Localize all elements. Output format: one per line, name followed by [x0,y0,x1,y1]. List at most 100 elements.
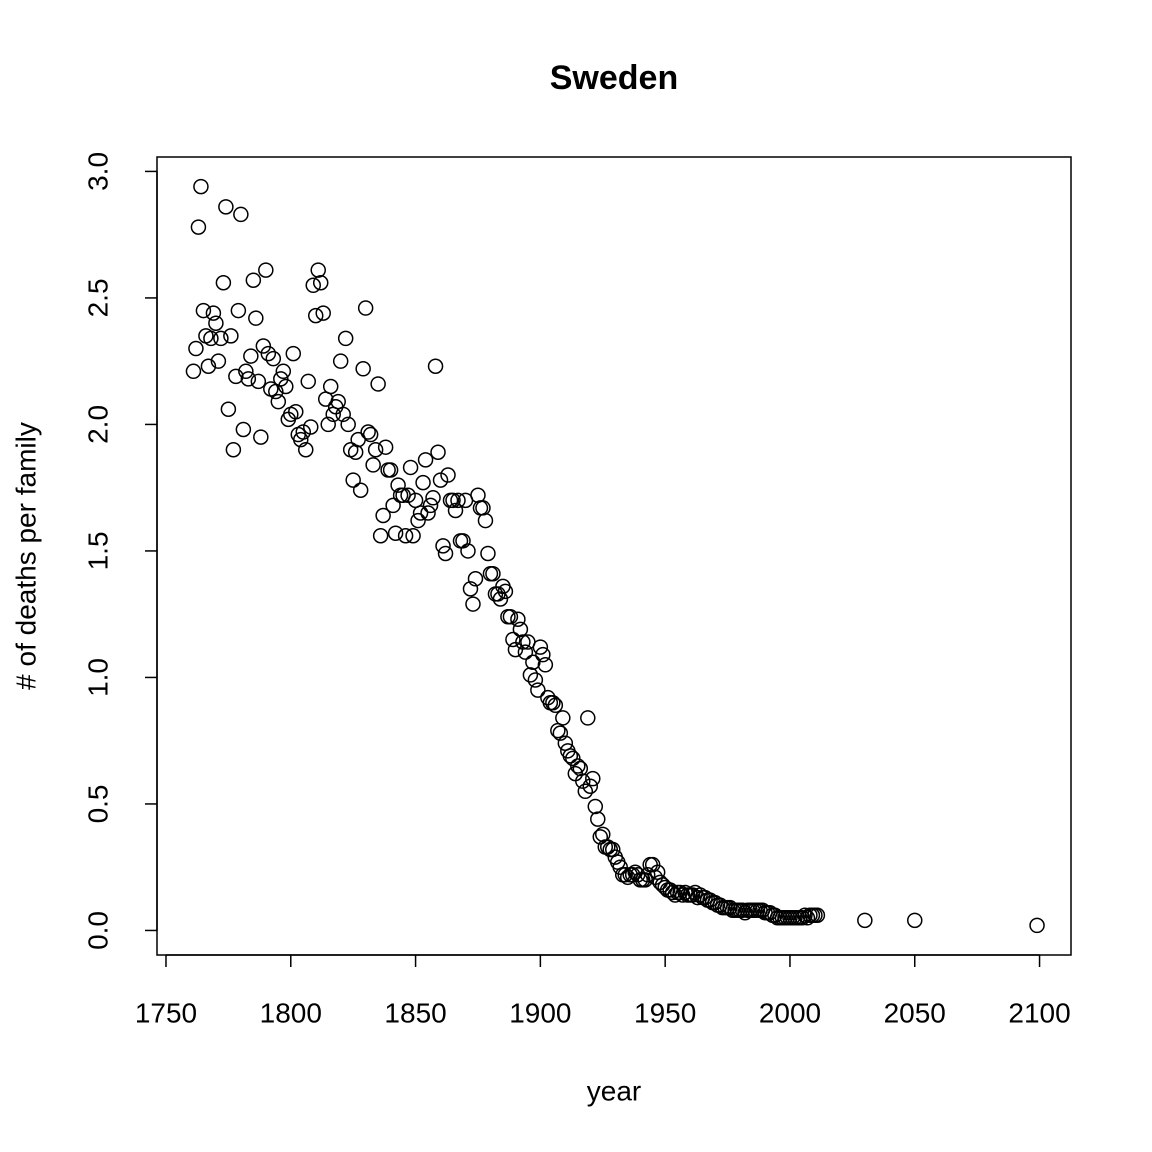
point [238,363,254,380]
point [340,416,356,433]
point [672,884,688,901]
x-tick-label: 1800 [260,997,322,1028]
point [577,783,594,800]
point [465,596,481,612]
point [208,315,224,331]
point [310,262,326,278]
point [243,348,259,364]
x-tick-label: 2000 [759,997,821,1028]
point [312,274,329,291]
point [375,507,391,524]
point [420,505,436,521]
point [907,912,923,929]
point [492,591,509,607]
point [185,363,202,380]
point [213,330,229,347]
point [794,910,811,926]
point [332,353,349,369]
point [362,426,379,443]
point [203,330,219,347]
point [497,583,514,600]
point [355,361,371,377]
point [502,608,519,625]
point [357,300,374,316]
point [347,444,364,461]
point [300,373,317,390]
point [253,429,269,445]
x-tick-label: 1750 [135,997,197,1028]
point [390,477,406,493]
point [570,758,586,774]
point [582,778,599,794]
point [205,305,222,321]
point [617,867,633,883]
point [228,368,244,385]
point [445,492,461,509]
point [405,528,421,544]
point [689,889,706,906]
point [734,902,751,918]
x-tick-label: 2050 [884,997,946,1028]
point [517,644,534,660]
x-tick-label: 2100 [1008,997,1070,1028]
point [455,533,471,549]
point [245,272,262,288]
point [195,302,212,319]
x-tick-label: 1950 [634,997,696,1028]
point [360,424,376,440]
point [430,444,446,461]
point [562,748,579,764]
point [485,565,501,582]
point [587,798,604,815]
point [590,811,606,827]
point [270,393,287,410]
point [530,682,546,698]
point [188,340,204,357]
point [240,371,257,387]
point [273,371,289,387]
point [275,363,292,380]
point [248,310,264,326]
point [507,641,524,658]
point [797,907,813,924]
point [330,393,346,410]
point [440,467,456,483]
point [435,538,451,554]
y-tick-label: 0.5 [82,784,113,823]
y-tick-label: 2.5 [82,278,113,317]
point [674,887,691,903]
point [258,262,274,278]
point [477,512,494,529]
point [302,419,319,435]
point [230,302,247,319]
point [223,328,239,344]
point [612,859,628,875]
point [545,694,561,711]
point [215,274,232,291]
point [317,391,334,407]
point [857,912,873,929]
point [250,373,267,390]
point [537,657,554,673]
point [417,452,434,468]
point [255,338,272,354]
point [210,353,227,369]
point [288,404,304,420]
x-tick-label: 1900 [509,997,571,1028]
point [450,492,466,509]
point [585,770,601,787]
point [235,421,252,438]
point [372,528,389,544]
point [218,199,234,215]
y-tick-label: 3.0 [82,152,113,191]
point [322,378,339,395]
point [592,829,609,845]
point [285,345,302,362]
point [565,750,581,767]
point [233,206,249,223]
point [505,631,521,648]
point [387,525,404,541]
point [427,358,444,374]
point [190,219,207,235]
